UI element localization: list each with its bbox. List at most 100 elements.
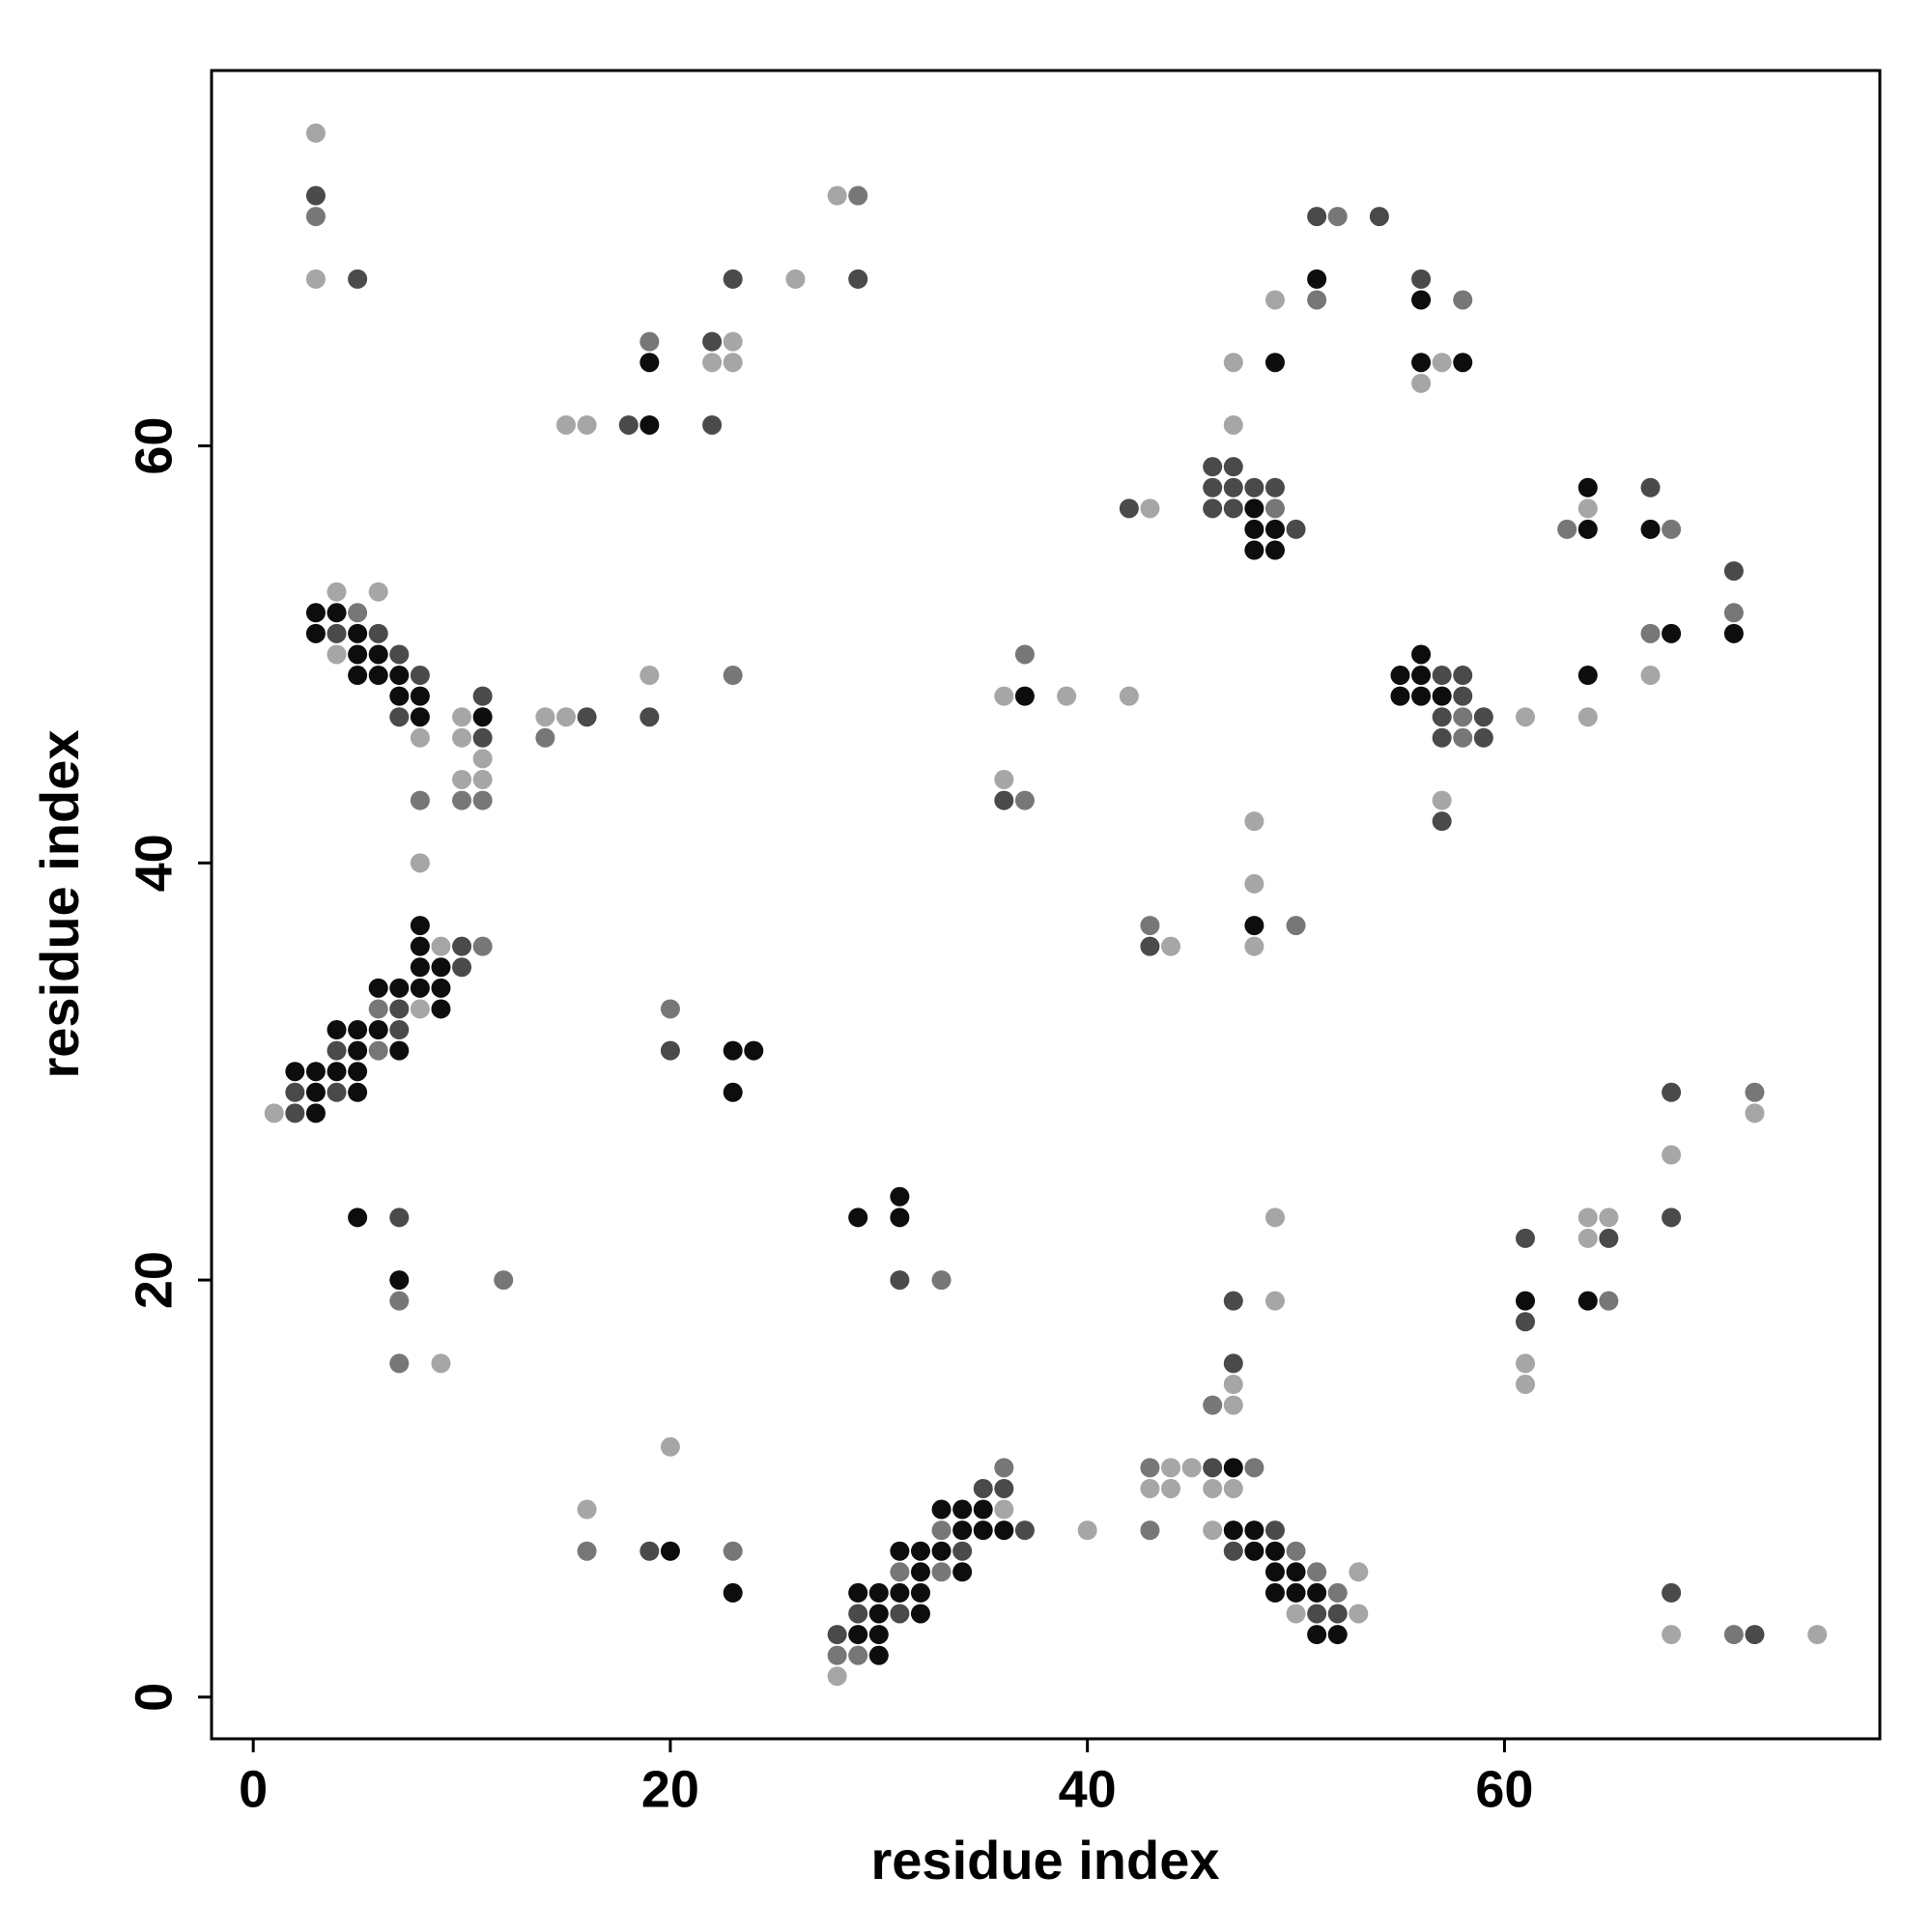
point: [348, 603, 368, 623]
point: [1223, 1520, 1243, 1541]
point: [410, 936, 430, 956]
point: [723, 666, 743, 686]
point: [1577, 666, 1598, 686]
point: [1119, 686, 1139, 706]
point: [1577, 1208, 1598, 1228]
point: [410, 790, 430, 810]
point: [723, 1541, 743, 1561]
point: [1453, 666, 1473, 686]
point: [1453, 353, 1473, 373]
point: [1557, 519, 1577, 539]
point: [994, 769, 1014, 789]
point: [1432, 790, 1452, 810]
point: [1662, 1145, 1682, 1165]
plot-frame: [210, 69, 1882, 1741]
point: [348, 1208, 368, 1228]
point: [348, 1020, 368, 1040]
point: [1140, 1478, 1160, 1498]
point: [285, 1103, 305, 1123]
point: [389, 1353, 410, 1374]
point: [848, 185, 868, 206]
point: [1264, 477, 1285, 497]
x-axis-title: residue index: [870, 1830, 1219, 1890]
point: [1723, 623, 1744, 643]
point: [931, 1562, 952, 1582]
point: [577, 1541, 597, 1561]
point: [1264, 540, 1285, 560]
point: [1014, 644, 1035, 665]
point: [1432, 686, 1452, 706]
point: [348, 623, 368, 643]
point: [1307, 1604, 1327, 1624]
point: [1411, 686, 1432, 706]
point: [1244, 873, 1264, 894]
point: [1307, 207, 1327, 227]
point: [910, 1541, 930, 1561]
point: [1203, 1520, 1223, 1541]
point: [931, 1520, 952, 1541]
point: [1577, 707, 1598, 727]
point: [452, 957, 472, 978]
point: [1327, 1625, 1348, 1645]
point: [702, 353, 723, 373]
point: [973, 1520, 993, 1541]
point: [1140, 936, 1160, 956]
point: [1244, 1520, 1264, 1541]
point: [577, 707, 597, 727]
point: [994, 790, 1014, 810]
point: [1327, 1582, 1348, 1603]
point: [1432, 727, 1452, 748]
point: [890, 1604, 910, 1624]
point: [723, 353, 743, 373]
point: [848, 1625, 868, 1645]
point: [994, 1499, 1014, 1520]
point: [1516, 1375, 1536, 1395]
point: [1223, 353, 1243, 373]
point: [1203, 1458, 1223, 1478]
point: [1599, 1291, 1619, 1311]
point: [264, 1103, 284, 1123]
point: [327, 623, 347, 643]
point: [639, 331, 660, 352]
point: [348, 1062, 368, 1082]
point: [1203, 1395, 1223, 1415]
point: [368, 1040, 388, 1061]
point: [1516, 707, 1536, 727]
point: [327, 644, 347, 665]
point: [1599, 1208, 1619, 1228]
point: [890, 1208, 910, 1228]
x-tick-label: 40: [1059, 1760, 1117, 1818]
point: [1577, 498, 1598, 519]
point: [577, 414, 597, 435]
point: [1662, 623, 1682, 643]
point: [1223, 414, 1243, 435]
point: [827, 1666, 847, 1687]
point: [1577, 1228, 1598, 1248]
y-tick-label: 20: [125, 1251, 183, 1309]
point: [890, 1562, 910, 1582]
point: [410, 727, 430, 748]
point: [1286, 1562, 1306, 1582]
point: [1223, 1353, 1243, 1374]
point: [452, 707, 472, 727]
point: [910, 1604, 930, 1624]
point: [1390, 686, 1410, 706]
point: [305, 623, 326, 643]
point: [1264, 498, 1285, 519]
point: [890, 1186, 910, 1207]
point: [1662, 519, 1682, 539]
point: [431, 936, 451, 956]
point: [931, 1541, 952, 1561]
x-tick-label: 20: [641, 1760, 699, 1818]
point: [994, 1478, 1014, 1498]
point: [1599, 1228, 1619, 1248]
point: [305, 185, 326, 206]
point: [1307, 290, 1327, 310]
point: [1516, 1291, 1536, 1311]
point: [868, 1645, 889, 1665]
point: [1327, 207, 1348, 227]
point: [1411, 666, 1432, 686]
point: [431, 999, 451, 1019]
point: [368, 978, 388, 998]
point: [1411, 644, 1432, 665]
